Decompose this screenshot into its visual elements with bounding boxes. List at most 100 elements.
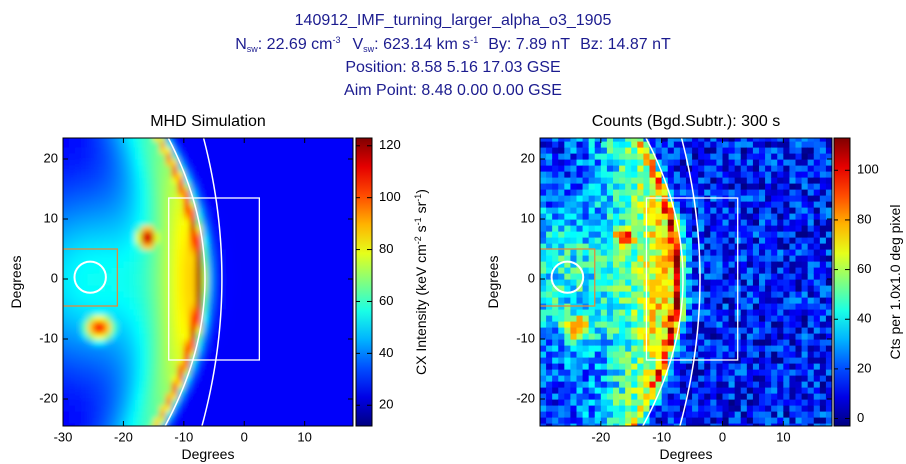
pixel bbox=[673, 213, 681, 220]
pixel bbox=[667, 297, 675, 304]
pixel bbox=[558, 285, 565, 292]
pixel bbox=[353, 129, 360, 136]
pixel bbox=[661, 189, 669, 196]
pixel bbox=[226, 291, 233, 298]
pixel bbox=[226, 315, 233, 322]
pixel bbox=[322, 195, 330, 202]
pixel bbox=[99, 171, 106, 178]
pixel bbox=[728, 321, 736, 328]
pixel bbox=[123, 255, 131, 262]
pixel bbox=[631, 357, 638, 364]
pixel bbox=[631, 315, 638, 322]
pixel bbox=[141, 261, 149, 268]
pixel bbox=[704, 351, 711, 358]
pixel bbox=[552, 321, 559, 328]
pixel bbox=[353, 447, 360, 454]
pixel bbox=[292, 201, 300, 208]
pixel bbox=[698, 303, 705, 310]
pixel bbox=[238, 423, 245, 426]
pixel bbox=[63, 285, 70, 292]
pixel bbox=[667, 387, 675, 394]
pixel bbox=[147, 201, 155, 208]
pixel bbox=[582, 231, 590, 238]
pixel bbox=[177, 297, 185, 304]
pixel bbox=[183, 363, 191, 370]
pixel bbox=[51, 291, 58, 298]
pixel bbox=[740, 147, 748, 154]
pixel bbox=[159, 321, 167, 328]
pixel bbox=[208, 429, 215, 436]
pixel bbox=[734, 159, 742, 166]
pixel bbox=[274, 183, 282, 190]
pixel bbox=[93, 309, 100, 316]
pixel bbox=[582, 399, 590, 406]
pixel bbox=[159, 363, 167, 370]
pixel bbox=[220, 231, 227, 238]
pixel bbox=[220, 423, 227, 426]
pixel bbox=[704, 423, 711, 426]
pixel bbox=[716, 333, 724, 340]
pixel bbox=[613, 261, 620, 268]
pixel bbox=[117, 195, 125, 202]
pixel bbox=[153, 279, 161, 286]
pixel bbox=[673, 138, 681, 142]
pixel bbox=[153, 243, 161, 250]
pixel bbox=[546, 387, 553, 394]
pixel bbox=[643, 405, 651, 412]
pixel bbox=[722, 351, 730, 358]
pixel bbox=[280, 345, 288, 352]
pixel bbox=[649, 351, 657, 358]
pixel bbox=[238, 351, 245, 358]
pixel bbox=[280, 393, 288, 400]
pixel bbox=[238, 315, 245, 322]
pixel bbox=[292, 249, 300, 256]
pixel bbox=[558, 183, 565, 190]
pixel bbox=[208, 261, 215, 268]
pixel bbox=[135, 153, 143, 160]
pixel bbox=[159, 273, 167, 280]
pixel bbox=[280, 303, 288, 310]
pixel bbox=[546, 333, 553, 340]
pixel bbox=[329, 429, 336, 436]
pixel bbox=[274, 165, 282, 172]
pixel bbox=[63, 363, 70, 370]
pixel bbox=[105, 417, 112, 424]
pixel bbox=[637, 345, 645, 352]
pixel bbox=[141, 417, 149, 424]
pixel bbox=[220, 339, 227, 346]
pixel bbox=[588, 309, 596, 316]
pixel bbox=[69, 351, 76, 358]
pixel bbox=[105, 423, 112, 426]
pixel bbox=[613, 363, 620, 370]
pixel bbox=[546, 225, 553, 232]
pixel bbox=[238, 345, 245, 352]
pixel bbox=[576, 321, 584, 328]
pixel bbox=[588, 153, 596, 160]
pixel bbox=[594, 138, 602, 142]
pixel bbox=[87, 441, 94, 448]
pixel bbox=[347, 129, 354, 136]
pixel bbox=[704, 267, 711, 274]
pixel bbox=[93, 249, 100, 256]
pixel bbox=[692, 231, 699, 238]
pixel bbox=[692, 255, 699, 262]
pixel bbox=[99, 117, 106, 124]
pixel bbox=[564, 375, 572, 382]
pixel bbox=[540, 333, 547, 340]
pixel bbox=[619, 369, 626, 376]
pixel bbox=[75, 267, 82, 274]
pixel bbox=[606, 363, 614, 370]
pixel bbox=[613, 405, 620, 412]
pixel bbox=[631, 285, 638, 292]
pixel bbox=[195, 255, 203, 262]
pixel bbox=[159, 309, 167, 316]
pixel bbox=[346, 387, 353, 394]
pixel bbox=[334, 177, 342, 184]
pixel bbox=[304, 417, 312, 424]
y-tick-label: 10 bbox=[44, 210, 58, 225]
pixel bbox=[177, 153, 185, 160]
pixel bbox=[698, 165, 705, 172]
pixel bbox=[129, 387, 137, 394]
pixel bbox=[274, 411, 282, 418]
pixel bbox=[159, 417, 167, 424]
